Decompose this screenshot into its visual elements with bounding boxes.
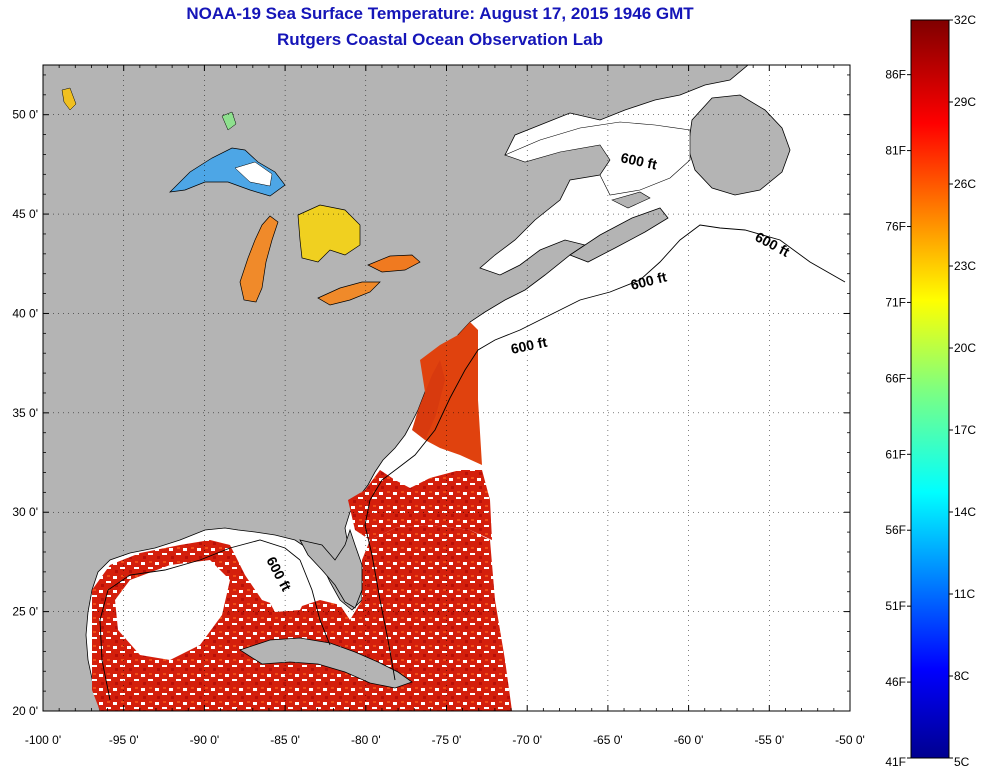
colorbar — [910, 19, 950, 759]
sst-coastal-strip — [412, 360, 445, 440]
land-florida — [299, 528, 363, 609]
lon-label: -100 0' — [25, 733, 61, 747]
contour-label: 600 ft — [619, 149, 658, 172]
colorbar-c-label: 23C — [954, 259, 976, 273]
lake-michigan — [239, 215, 279, 303]
lat-label: 30 0' — [12, 505, 38, 519]
land-nova-scotia — [569, 207, 669, 263]
colorbar-f-label: 56F — [885, 523, 906, 537]
colorbar-labels: 32C 29C 26C 23C 20C 17C 14C 11C 8C 5C 86F 81F 76F 71F… — [885, 13, 976, 769]
colorbar-f-label: 81F — [885, 144, 906, 158]
no-data-gulf-east — [260, 575, 310, 612]
map-title: NOAA-19 Sea Surface Temperature: August … — [186, 4, 694, 23]
lon-label: -80 0' — [351, 733, 381, 747]
colorbar-c-label: 8C — [954, 669, 970, 683]
colorbar-f-label: 41F — [885, 755, 906, 769]
colorbar-f-label: 76F — [885, 220, 906, 234]
lon-label: -85 0' — [270, 733, 300, 747]
colorbar-f-label: 61F — [885, 447, 906, 461]
latitude-labels: 20 0' 25 0' 30 0' 35 0' 40 0' 45 0' 50 0' — [12, 74, 850, 718]
lake-superior — [169, 147, 286, 197]
lake-erie — [317, 281, 381, 306]
lake-huron — [297, 204, 361, 263]
lon-label: -60 0' — [674, 733, 704, 747]
no-data-gulf — [115, 560, 230, 660]
lon-label: -90 0' — [190, 733, 220, 747]
colorbar-f-label: 51F — [885, 599, 906, 613]
colorbar-c-label: 29C — [954, 95, 976, 109]
lon-label: -95 0' — [109, 733, 139, 747]
lake-nipigon — [221, 111, 237, 131]
sst-swath-atlantic-south — [348, 470, 492, 540]
colorbar-c-label: 17C — [954, 423, 976, 437]
sst-swath-atlantic — [418, 322, 482, 465]
colorbar-c-label: 5C — [954, 755, 970, 769]
colorbar-f-label: 71F — [885, 295, 906, 309]
isobath-600ft-line — [364, 224, 846, 681]
map-subtitle: Rutgers Coastal Ocean Observation Lab — [277, 30, 603, 49]
colorbar-c-label: 20C — [954, 341, 976, 355]
lat-label: 45 0' — [12, 207, 38, 221]
lake-superior-east — [234, 161, 273, 187]
isobath-600ft-gulf — [99, 539, 301, 701]
colorbar-f-label: 46F — [885, 675, 906, 689]
colorbar-c-label: 14C — [954, 505, 976, 519]
lon-label: -70 0' — [512, 733, 542, 747]
land-cuba-top — [239, 637, 413, 689]
land-pei — [611, 191, 651, 209]
lat-label: 20 0' — [12, 704, 38, 718]
isobath-600ft-gulf-east — [299, 559, 331, 646]
lat-label: 35 0' — [12, 406, 38, 420]
colorbar-c-label: 11C — [954, 587, 975, 601]
lon-label: -55 0' — [754, 733, 784, 747]
longitude-labels: -100 0' -95 0' -90 0' -85 0' -80 0' -75 0' -70… — [25, 65, 865, 747]
lon-label: -50 0' — [835, 733, 865, 747]
lon-label: -65 0' — [593, 733, 623, 747]
lake-winnipeg-fragment — [61, 87, 77, 111]
gulf-st-lawrence — [504, 121, 691, 196]
colorbar-f-label: 66F — [885, 371, 906, 385]
lat-label: 40 0' — [12, 306, 38, 320]
contour-label: 600 ft — [509, 334, 548, 357]
colorbar-c-label: 32C — [954, 13, 976, 27]
lon-label: -75 0' — [432, 733, 462, 747]
lat-label: 50 0' — [12, 108, 38, 122]
lat-label: 25 0' — [12, 605, 38, 619]
colorbar-c-label: 26C — [954, 177, 976, 191]
land-newfoundland — [687, 94, 791, 196]
colorbar-f-label: 86F — [885, 68, 906, 82]
lake-ontario — [367, 254, 421, 273]
